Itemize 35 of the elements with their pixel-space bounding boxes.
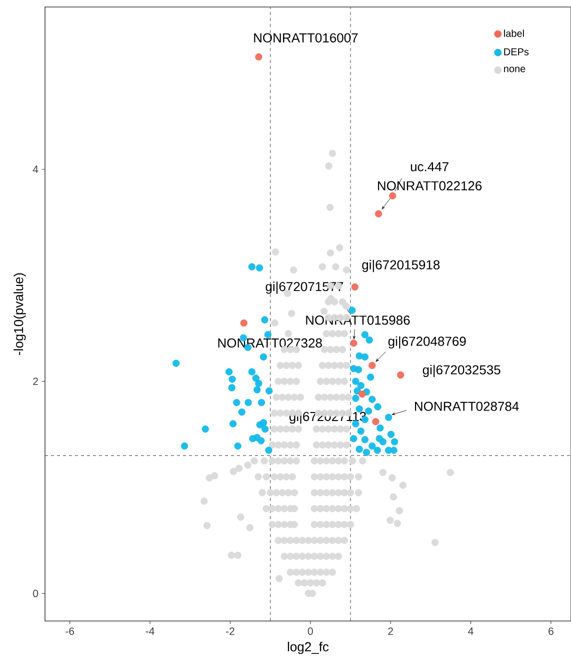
x-tick-label: 4 xyxy=(468,628,474,635)
legend-label: label xyxy=(504,30,524,37)
annotation: NONRATT022126 xyxy=(378,181,482,190)
annotation: NONRATT028784 xyxy=(415,402,519,411)
annotation: gi|672027113 xyxy=(289,412,366,424)
annotation: gi|672048769 xyxy=(388,336,466,349)
x-tick-label: 2 xyxy=(388,628,393,635)
annotation: gi|672071577 xyxy=(266,282,344,294)
y-axis-title: -log10(pvalue) xyxy=(14,273,26,355)
point xyxy=(372,418,380,426)
x-tick-label: -6 xyxy=(66,628,74,635)
annotation: gi|672015918 xyxy=(362,260,440,272)
x-tick-label: 6 xyxy=(548,628,554,635)
point xyxy=(396,371,404,379)
point xyxy=(374,210,382,218)
annotation: uc.447 xyxy=(410,162,448,172)
point xyxy=(240,319,248,327)
y-tick-label: 4 xyxy=(32,166,38,173)
annotation: NONRATT027328 xyxy=(218,338,322,348)
legend-label: none xyxy=(504,66,526,72)
annotation: NONRATT016007 xyxy=(254,33,358,42)
y-tick-label: 2 xyxy=(33,378,38,385)
point xyxy=(255,53,262,60)
legend-label: DEPs xyxy=(504,48,529,56)
annotation: NONRATT015986 xyxy=(306,316,410,325)
x-axis-title: log2_fc xyxy=(288,642,329,654)
point xyxy=(351,283,358,291)
x-tick-label: -4 xyxy=(146,628,154,635)
point xyxy=(350,340,358,347)
point xyxy=(368,362,376,370)
x-tick-label: 0 xyxy=(308,628,313,635)
annotation: gi|672032535 xyxy=(422,364,500,378)
point xyxy=(388,192,396,200)
y-tick-label: 0 xyxy=(33,590,38,598)
x-tick-label: -2 xyxy=(226,628,234,635)
